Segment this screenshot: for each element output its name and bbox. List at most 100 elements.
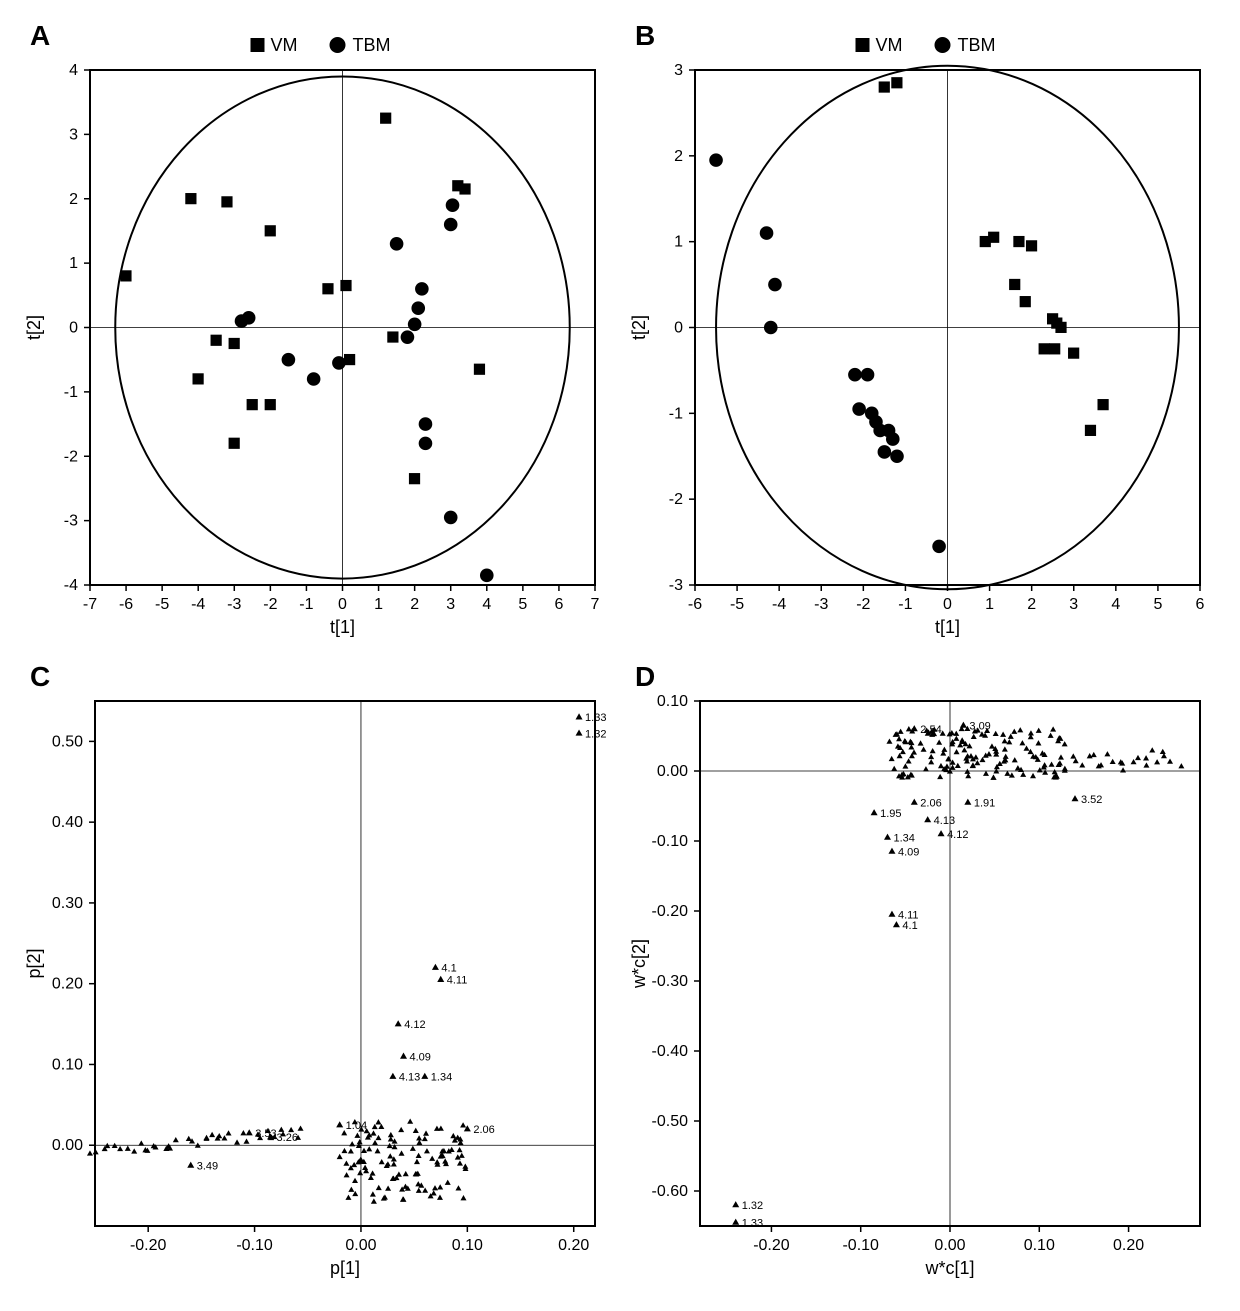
svg-text:1: 1 <box>985 596 994 613</box>
panel-b-label: B <box>635 20 655 52</box>
svg-text:p[1]: p[1] <box>330 1258 360 1278</box>
svg-text:-0.50: -0.50 <box>652 1113 689 1130</box>
svg-text:w*c[1]: w*c[1] <box>924 1258 974 1278</box>
panel-c-label: C <box>30 661 50 693</box>
svg-text:7: 7 <box>591 596 600 613</box>
svg-text:1.04: 1.04 <box>346 1120 367 1132</box>
svg-text:1.33: 1.33 <box>742 1217 763 1229</box>
svg-text:0.00: 0.00 <box>52 1137 83 1154</box>
svg-text:3: 3 <box>1069 596 1078 613</box>
svg-text:4.09: 4.09 <box>410 1051 431 1063</box>
svg-text:3.53: 3.53 <box>255 1128 276 1140</box>
panel-d-label: D <box>635 661 655 693</box>
svg-text:0.50: 0.50 <box>52 733 83 750</box>
svg-text:3: 3 <box>674 62 683 79</box>
svg-text:0: 0 <box>674 320 683 337</box>
svg-text:0.20: 0.20 <box>558 1237 589 1254</box>
svg-text:-1: -1 <box>299 596 313 613</box>
svg-text:5: 5 <box>1153 596 1162 613</box>
svg-text:0.10: 0.10 <box>657 693 688 710</box>
svg-text:4.12: 4.12 <box>404 1019 425 1031</box>
svg-text:1.34: 1.34 <box>894 832 915 844</box>
svg-text:-0.30: -0.30 <box>652 973 689 990</box>
svg-text:1: 1 <box>374 596 383 613</box>
svg-text:-0.60: -0.60 <box>652 1183 689 1200</box>
svg-text:1.33: 1.33 <box>585 712 606 724</box>
panel-c: C -0.20 -0.10 0.00 0.10 0.20 0.00 0.10 0.20 0.30… <box>20 661 615 1292</box>
svg-text:p[2]: p[2] <box>24 948 44 978</box>
svg-text:3.26: 3.26 <box>277 1132 298 1144</box>
svg-text:-7: -7 <box>83 596 97 613</box>
svg-text:VM: VM <box>876 35 903 55</box>
panel-b-plot: VMTBM-6-5-4-3-2-10123456-3-2-10123t[1]t[… <box>625 20 1220 645</box>
svg-text:0.00: 0.00 <box>934 1237 965 1254</box>
svg-text:-0.20: -0.20 <box>130 1237 167 1254</box>
svg-text:2: 2 <box>410 596 419 613</box>
svg-text:1.34: 1.34 <box>431 1071 452 1083</box>
svg-text:0: 0 <box>943 596 952 613</box>
svg-text:-2: -2 <box>64 448 78 465</box>
svg-text:4.13: 4.13 <box>934 815 955 827</box>
svg-text:t[2]: t[2] <box>629 315 649 340</box>
svg-text:-0.40: -0.40 <box>652 1043 689 1060</box>
svg-text:4: 4 <box>69 62 78 79</box>
svg-text:0.20: 0.20 <box>1113 1237 1144 1254</box>
svg-text:4.1: 4.1 <box>441 962 456 974</box>
svg-text:-4: -4 <box>64 577 78 594</box>
svg-text:6: 6 <box>1196 596 1205 613</box>
svg-text:0.00: 0.00 <box>657 763 688 780</box>
svg-text:VM: VM <box>271 35 298 55</box>
svg-text:3: 3 <box>446 596 455 613</box>
svg-text:-3: -3 <box>227 596 241 613</box>
svg-text:4.09: 4.09 <box>898 846 919 858</box>
svg-text:0: 0 <box>338 596 347 613</box>
svg-text:-0.10: -0.10 <box>652 833 689 850</box>
svg-text:1.32: 1.32 <box>742 1200 763 1212</box>
svg-text:2: 2 <box>674 148 683 165</box>
svg-text:-6: -6 <box>119 596 133 613</box>
svg-text:-5: -5 <box>155 596 169 613</box>
svg-text:-2: -2 <box>856 596 870 613</box>
svg-text:0.10: 0.10 <box>452 1237 483 1254</box>
svg-text:1: 1 <box>674 234 683 251</box>
svg-text:2.06: 2.06 <box>920 797 941 809</box>
svg-text:6: 6 <box>554 596 563 613</box>
svg-text:-3: -3 <box>814 596 828 613</box>
svg-text:4.13: 4.13 <box>399 1071 420 1083</box>
svg-text:1.95: 1.95 <box>880 808 901 820</box>
svg-text:3.49: 3.49 <box>197 1160 218 1172</box>
svg-text:0.30: 0.30 <box>52 894 83 911</box>
svg-text:1.32: 1.32 <box>585 728 606 740</box>
svg-text:-0.20: -0.20 <box>652 903 689 920</box>
svg-text:-2: -2 <box>263 596 277 613</box>
svg-text:-1: -1 <box>669 405 683 422</box>
panel-a-plot: VMTBM-7-6-5-4-3-2-101234567-4-3-2-101234… <box>20 20 615 645</box>
svg-text:5: 5 <box>518 596 527 613</box>
svg-text:4.1: 4.1 <box>902 920 917 932</box>
panel-d-plot: -0.20 -0.10 0.00 0.10 0.20 -0.60 -0.50 -0.40 -0.… <box>625 661 1220 1286</box>
svg-text:-5: -5 <box>730 596 744 613</box>
svg-text:w*c[2]: w*c[2] <box>629 938 649 988</box>
panel-d: D -0.20-0.100.000.100.20-0.60-0.50-0.40-… <box>625 661 1220 1292</box>
svg-text:-2: -2 <box>669 491 683 508</box>
panel-a: A VMTBM-7-6-5-4-3-2-101234567-4-3-2-1012… <box>20 20 615 651</box>
svg-text:-1: -1 <box>64 384 78 401</box>
svg-text:-0.10: -0.10 <box>842 1237 879 1254</box>
svg-text:0.40: 0.40 <box>52 814 83 831</box>
svg-text:4.12: 4.12 <box>947 829 968 841</box>
svg-text:4: 4 <box>482 596 491 613</box>
svg-text:-0.10: -0.10 <box>236 1237 273 1254</box>
svg-text:t[2]: t[2] <box>24 315 44 340</box>
svg-text:4.11: 4.11 <box>447 974 468 986</box>
svg-text:t[1]: t[1] <box>935 617 960 637</box>
svg-text:t[1]: t[1] <box>330 617 355 637</box>
svg-text:0.10: 0.10 <box>1024 1237 1055 1254</box>
svg-text:0.20: 0.20 <box>52 975 83 992</box>
svg-text:-0.20: -0.20 <box>753 1237 790 1254</box>
svg-text:0.10: 0.10 <box>52 1056 83 1073</box>
svg-text:0.00: 0.00 <box>345 1237 376 1254</box>
svg-text:1: 1 <box>69 255 78 272</box>
svg-text:-4: -4 <box>191 596 205 613</box>
svg-text:TBM: TBM <box>958 35 996 55</box>
panel-a-label: A <box>30 20 50 52</box>
